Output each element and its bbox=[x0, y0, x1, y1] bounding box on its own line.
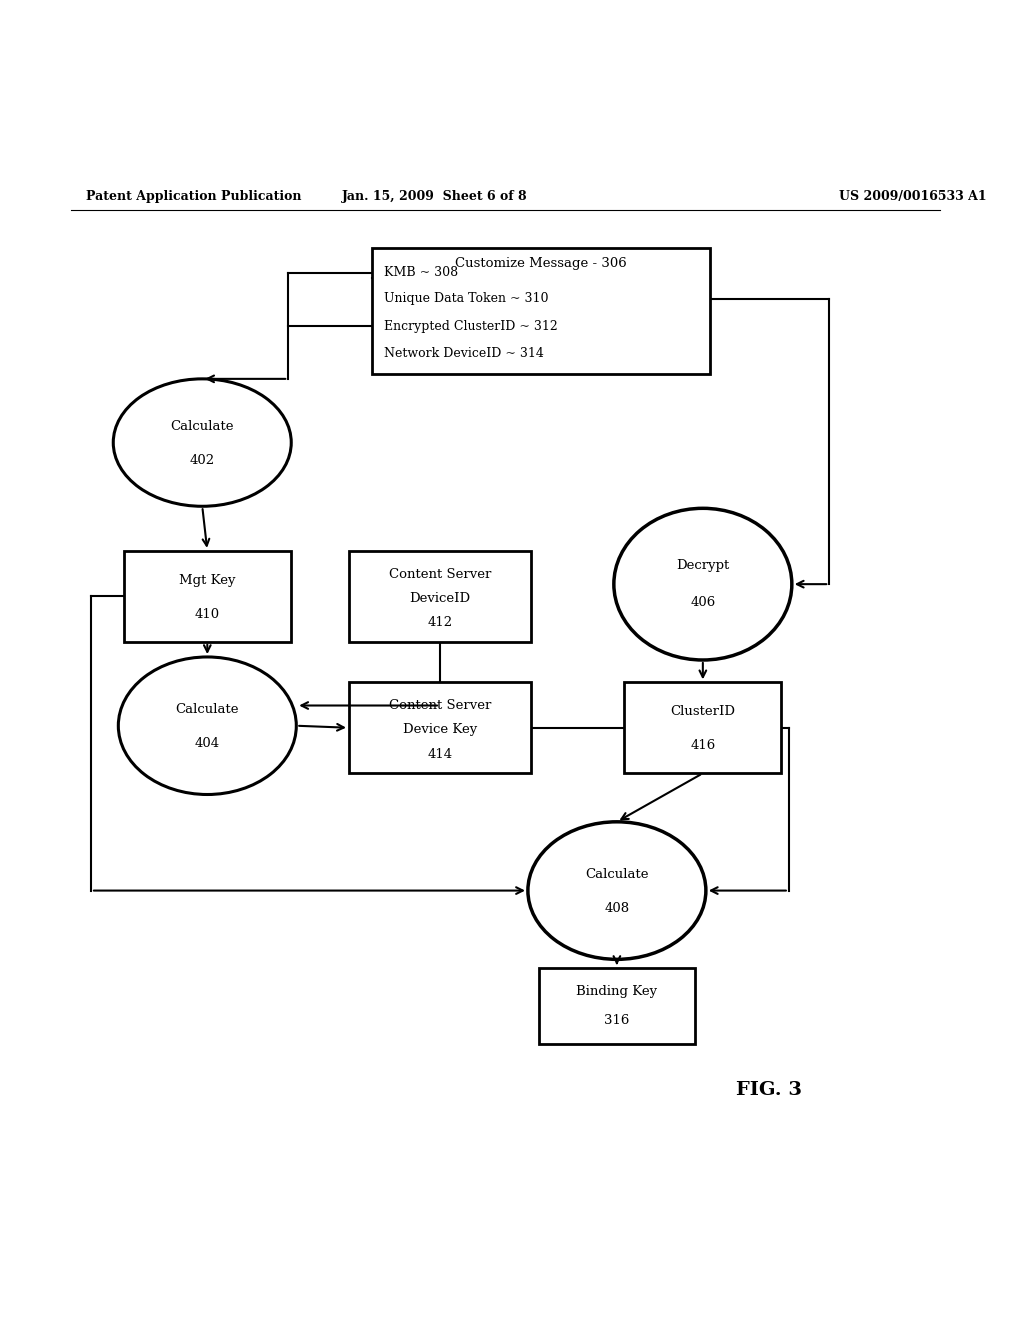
Text: US 2009/0016533 A1: US 2009/0016533 A1 bbox=[840, 190, 987, 203]
Text: ClusterID: ClusterID bbox=[671, 705, 735, 718]
Text: 416: 416 bbox=[690, 739, 716, 752]
Text: 410: 410 bbox=[195, 609, 220, 620]
FancyBboxPatch shape bbox=[124, 550, 291, 642]
Ellipse shape bbox=[114, 379, 291, 507]
Text: Decrypt: Decrypt bbox=[676, 560, 729, 573]
Text: Content Server: Content Server bbox=[389, 700, 492, 711]
Text: KMB ~ 308: KMB ~ 308 bbox=[384, 267, 458, 279]
Text: Calculate: Calculate bbox=[171, 420, 234, 433]
FancyBboxPatch shape bbox=[372, 248, 711, 375]
Text: Calculate: Calculate bbox=[175, 704, 239, 715]
Text: Customize Message - 306: Customize Message - 306 bbox=[455, 256, 627, 269]
FancyBboxPatch shape bbox=[349, 682, 530, 774]
Text: Content Server: Content Server bbox=[389, 568, 492, 581]
Ellipse shape bbox=[119, 657, 296, 795]
FancyBboxPatch shape bbox=[539, 968, 695, 1044]
Text: 412: 412 bbox=[427, 616, 453, 630]
FancyBboxPatch shape bbox=[625, 682, 781, 774]
Text: Binding Key: Binding Key bbox=[577, 985, 657, 998]
Text: Calculate: Calculate bbox=[585, 867, 648, 880]
Text: Patent Application Publication: Patent Application Publication bbox=[86, 190, 301, 203]
Text: DeviceID: DeviceID bbox=[410, 591, 470, 605]
Text: FIG. 3: FIG. 3 bbox=[735, 1081, 802, 1098]
Text: Device Key: Device Key bbox=[402, 723, 477, 737]
FancyBboxPatch shape bbox=[349, 550, 530, 642]
Text: Unique Data Token ~ 310: Unique Data Token ~ 310 bbox=[384, 293, 548, 305]
Text: 402: 402 bbox=[189, 454, 215, 467]
Text: 404: 404 bbox=[195, 738, 220, 751]
Text: Encrypted ClusterID ~ 312: Encrypted ClusterID ~ 312 bbox=[384, 319, 557, 333]
Text: Jan. 15, 2009  Sheet 6 of 8: Jan. 15, 2009 Sheet 6 of 8 bbox=[342, 190, 527, 203]
Text: 414: 414 bbox=[427, 747, 453, 760]
Text: Mgt Key: Mgt Key bbox=[179, 574, 236, 586]
Text: 406: 406 bbox=[690, 595, 716, 609]
Ellipse shape bbox=[528, 822, 706, 960]
Text: 316: 316 bbox=[604, 1014, 630, 1027]
Text: Network DeviceID ~ 314: Network DeviceID ~ 314 bbox=[384, 347, 544, 360]
Ellipse shape bbox=[613, 508, 792, 660]
Text: 408: 408 bbox=[604, 903, 630, 915]
